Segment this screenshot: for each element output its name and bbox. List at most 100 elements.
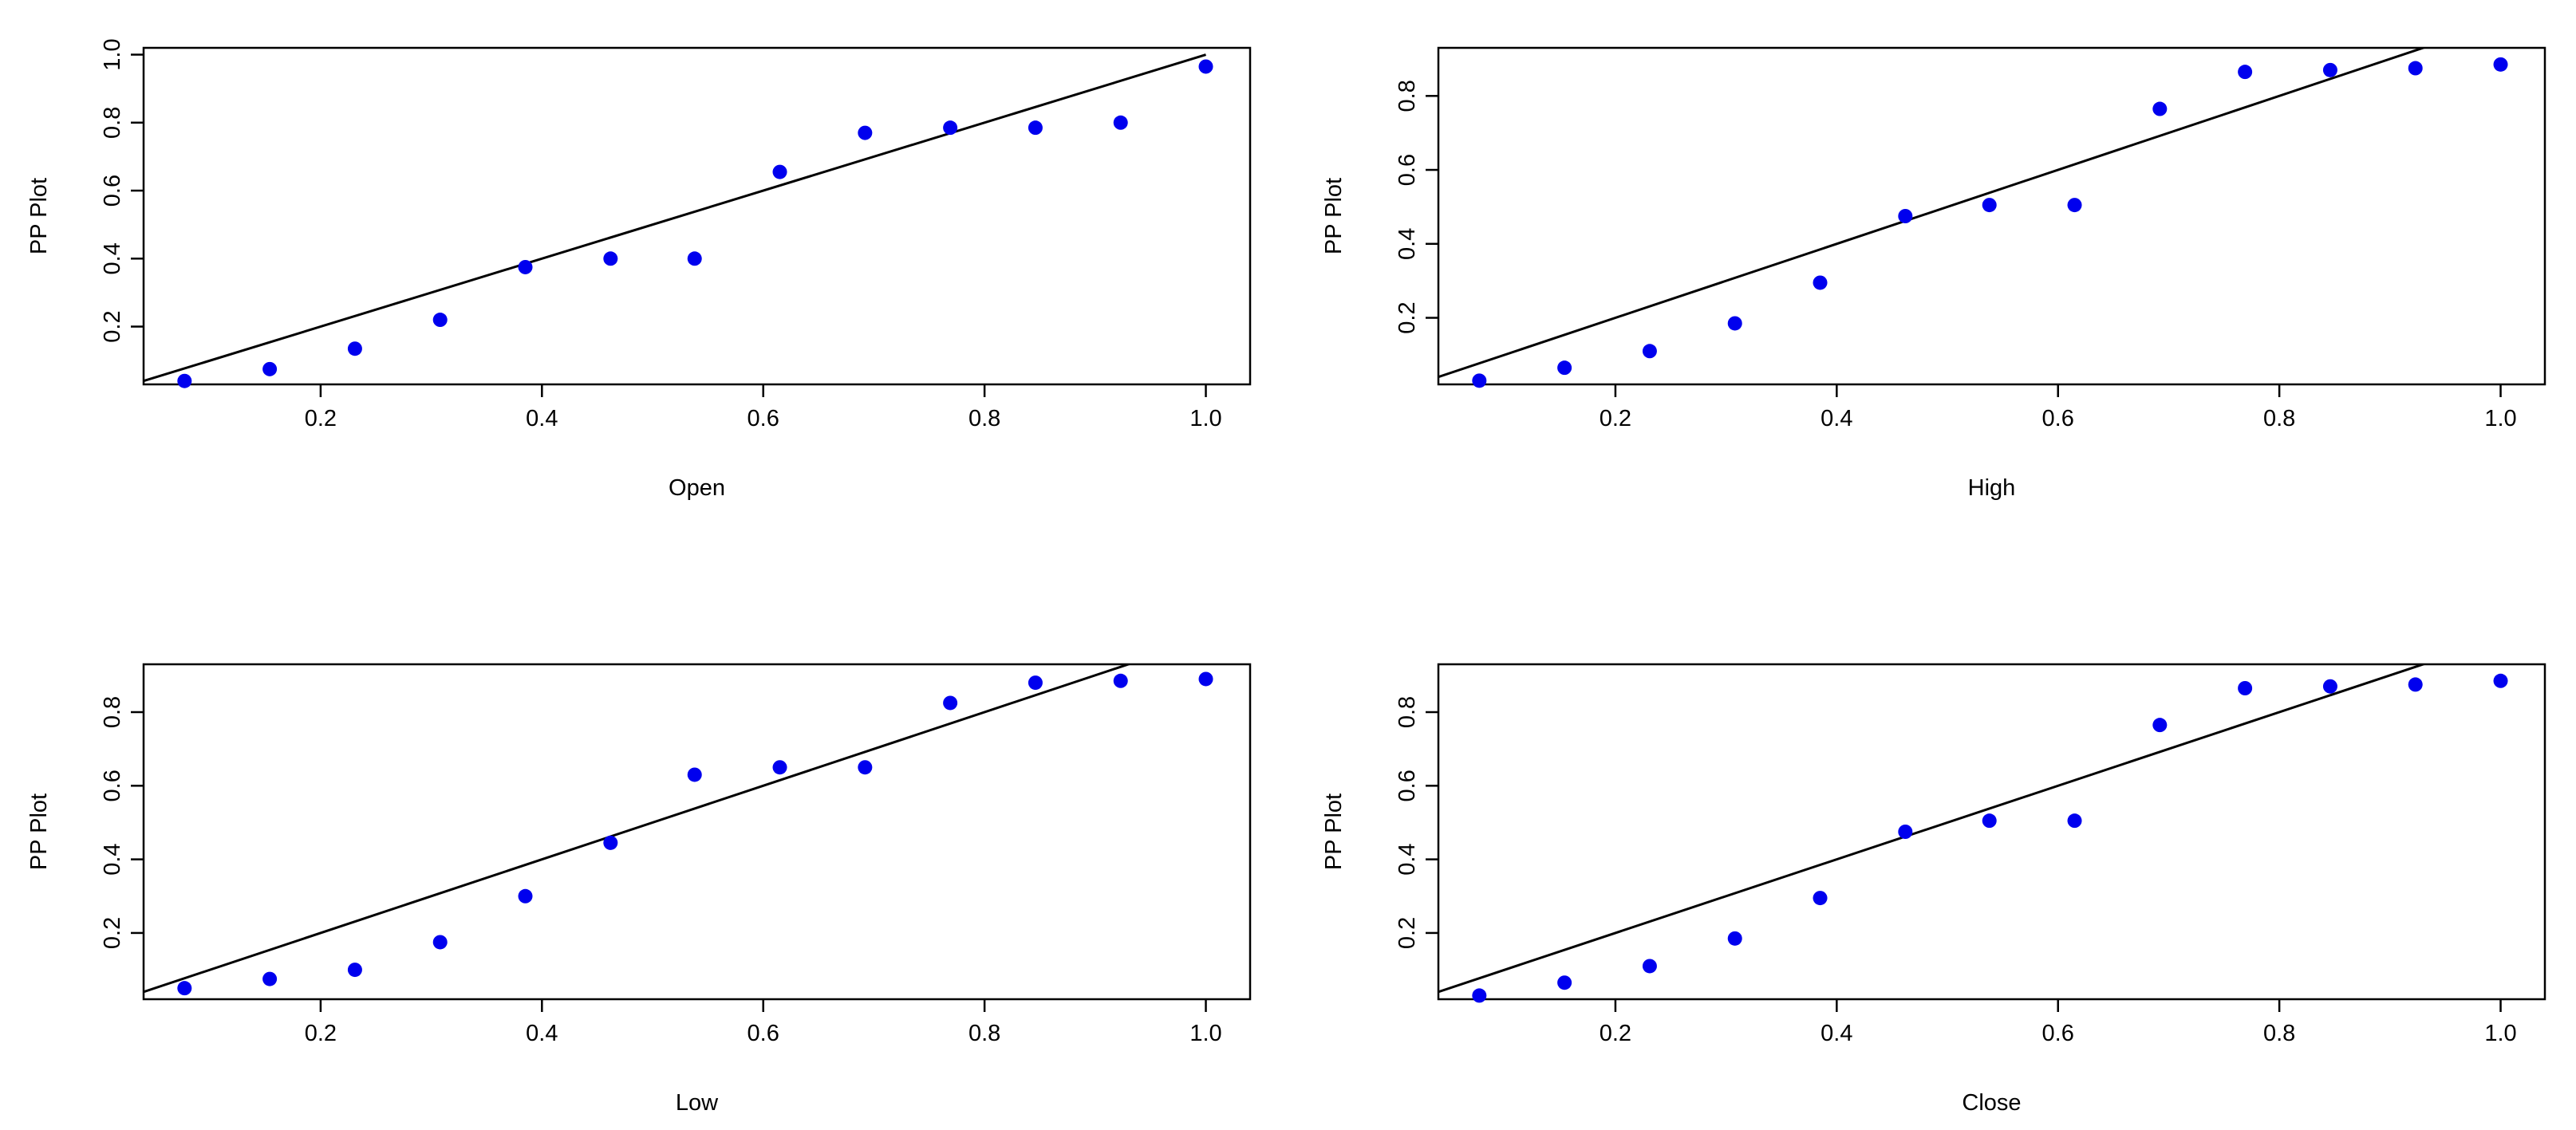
x-tick-label: 0.6	[2042, 1021, 2074, 1046]
x-tick-label: 1.0	[1189, 406, 1221, 431]
data-point	[1472, 373, 1487, 388]
y-tick-label: 0.4	[100, 242, 125, 274]
reference-line	[1438, 664, 2428, 994]
x-axis-label: Close	[1962, 1090, 2021, 1116]
y-tick-label: 0.4	[1395, 843, 1420, 875]
data-point	[1982, 813, 1997, 829]
data-point	[603, 251, 618, 266]
y-axis-label: PP Plot	[26, 178, 52, 254]
data-point	[1898, 209, 1913, 223]
y-tick-label: 0.8	[1395, 696, 1420, 728]
data-point	[1113, 115, 1128, 130]
data-point	[347, 963, 362, 978]
x-tick-label: 0.8	[968, 1021, 1000, 1046]
x-tick-label: 0.8	[968, 406, 1000, 431]
x-tick-label: 0.8	[2263, 1021, 2295, 1046]
x-tick-label: 0.2	[305, 406, 337, 431]
data-point	[2152, 718, 2168, 733]
y-axis-label: PP Plot	[1321, 793, 1347, 870]
data-point	[772, 164, 787, 179]
data-point	[518, 259, 533, 274]
data-point	[177, 981, 192, 996]
y-axis: 0.2 0.4 0.6 0.8	[1395, 80, 1438, 334]
y-tick-label: 0.2	[1395, 301, 1420, 333]
data-points	[177, 59, 1213, 388]
x-tick-label: 0.8	[2263, 406, 2295, 431]
data-point	[262, 361, 278, 376]
data-point	[2408, 677, 2423, 692]
data-point	[603, 835, 618, 850]
data-point	[1813, 275, 1828, 290]
x-axis: 0.2 0.4 0.6 0.8 1.0	[1600, 999, 2517, 1046]
data-point	[2067, 813, 2082, 829]
data-point	[1472, 988, 1487, 1003]
plot-frame	[142, 663, 1252, 1001]
x-tick-label: 0.2	[305, 1021, 337, 1046]
data-point	[262, 971, 278, 986]
y-axis-label: PP Plot	[26, 793, 52, 870]
pp-plot-panel-low: 0.2 0.4 0.6 0.8 1.0 0.2 0.4 0.6 0.8 Low PP Plot	[26, 663, 1252, 1116]
y-tick-label: 0.2	[100, 310, 125, 342]
data-points	[1472, 673, 2508, 1003]
data-point	[1642, 344, 1657, 359]
y-tick-label: 0.8	[100, 696, 125, 728]
data-point	[2493, 57, 2508, 72]
data-point	[1982, 198, 1997, 213]
x-axis: 0.2 0.4 0.6 0.8 1.0	[1600, 384, 2517, 431]
data-point	[432, 935, 448, 950]
x-axis: 0.2 0.4 0.6 0.8 1.0	[305, 384, 1222, 431]
reference-line	[144, 53, 1206, 383]
x-axis: 0.2 0.4 0.6 0.8 1.0	[305, 999, 1222, 1046]
data-point	[518, 888, 533, 904]
data-point	[943, 695, 958, 711]
data-points	[177, 671, 1213, 996]
data-point	[858, 125, 873, 140]
x-tick-label: 1.0	[2484, 1021, 2516, 1046]
pp-plot-panel-close: 0.2 0.4 0.6 0.8 1.0 0.2 0.4 0.6 0.8 Close PP Plot	[1321, 663, 2546, 1116]
data-point	[687, 251, 702, 266]
data-points	[1472, 57, 2508, 388]
data-point	[347, 341, 362, 356]
x-tick-label: 0.4	[526, 406, 558, 431]
x-tick-label: 0.4	[1821, 1021, 1852, 1046]
data-point	[1557, 360, 1572, 376]
y-axis: 0.2 0.4 0.6 0.8	[100, 696, 144, 949]
pp-plot-panel-open: 0.2 0.4 0.6 0.8 1.0 0.2 0.4 0.6 0.8 1.0 Open PP Plo…	[26, 38, 1252, 501]
y-tick-label: 0.2	[1395, 917, 1420, 949]
data-point	[858, 760, 873, 775]
x-tick-label: 0.2	[1600, 406, 1631, 431]
y-tick-label: 0.6	[100, 175, 125, 207]
data-point	[177, 373, 192, 388]
data-point	[1028, 675, 1043, 691]
data-point	[2238, 681, 2253, 695]
data-point	[772, 760, 787, 775]
data-point	[687, 767, 702, 782]
y-axis-label: PP Plot	[1321, 178, 1347, 254]
y-tick-label: 0.8	[100, 107, 125, 139]
data-point	[1198, 671, 1213, 687]
x-tick-label: 0.2	[1600, 1021, 1631, 1046]
data-point	[2493, 673, 2508, 688]
y-tick-label: 0.6	[1395, 154, 1420, 186]
data-point	[2408, 61, 2423, 76]
y-axis: 0.2 0.4 0.6 0.8 1.0	[100, 38, 144, 343]
y-tick-label: 0.6	[100, 770, 125, 801]
x-axis-label: High	[1968, 475, 2016, 501]
data-point	[1557, 975, 1572, 990]
x-tick-label: 0.4	[526, 1021, 558, 1046]
data-point	[1113, 673, 1128, 688]
x-axis-label: Low	[676, 1090, 719, 1116]
data-point	[2322, 62, 2337, 77]
y-tick-label: 0.8	[1395, 80, 1420, 112]
y-tick-label: 0.4	[1395, 228, 1420, 260]
data-point	[1727, 316, 1742, 331]
plot-frame	[142, 46, 1252, 386]
x-tick-label: 1.0	[2484, 406, 2516, 431]
x-tick-label: 0.4	[1821, 406, 1852, 431]
data-point	[2238, 65, 2253, 80]
y-tick-label: 0.4	[100, 843, 125, 875]
x-tick-label: 0.6	[748, 1021, 779, 1046]
x-axis-label: Open	[669, 475, 725, 501]
